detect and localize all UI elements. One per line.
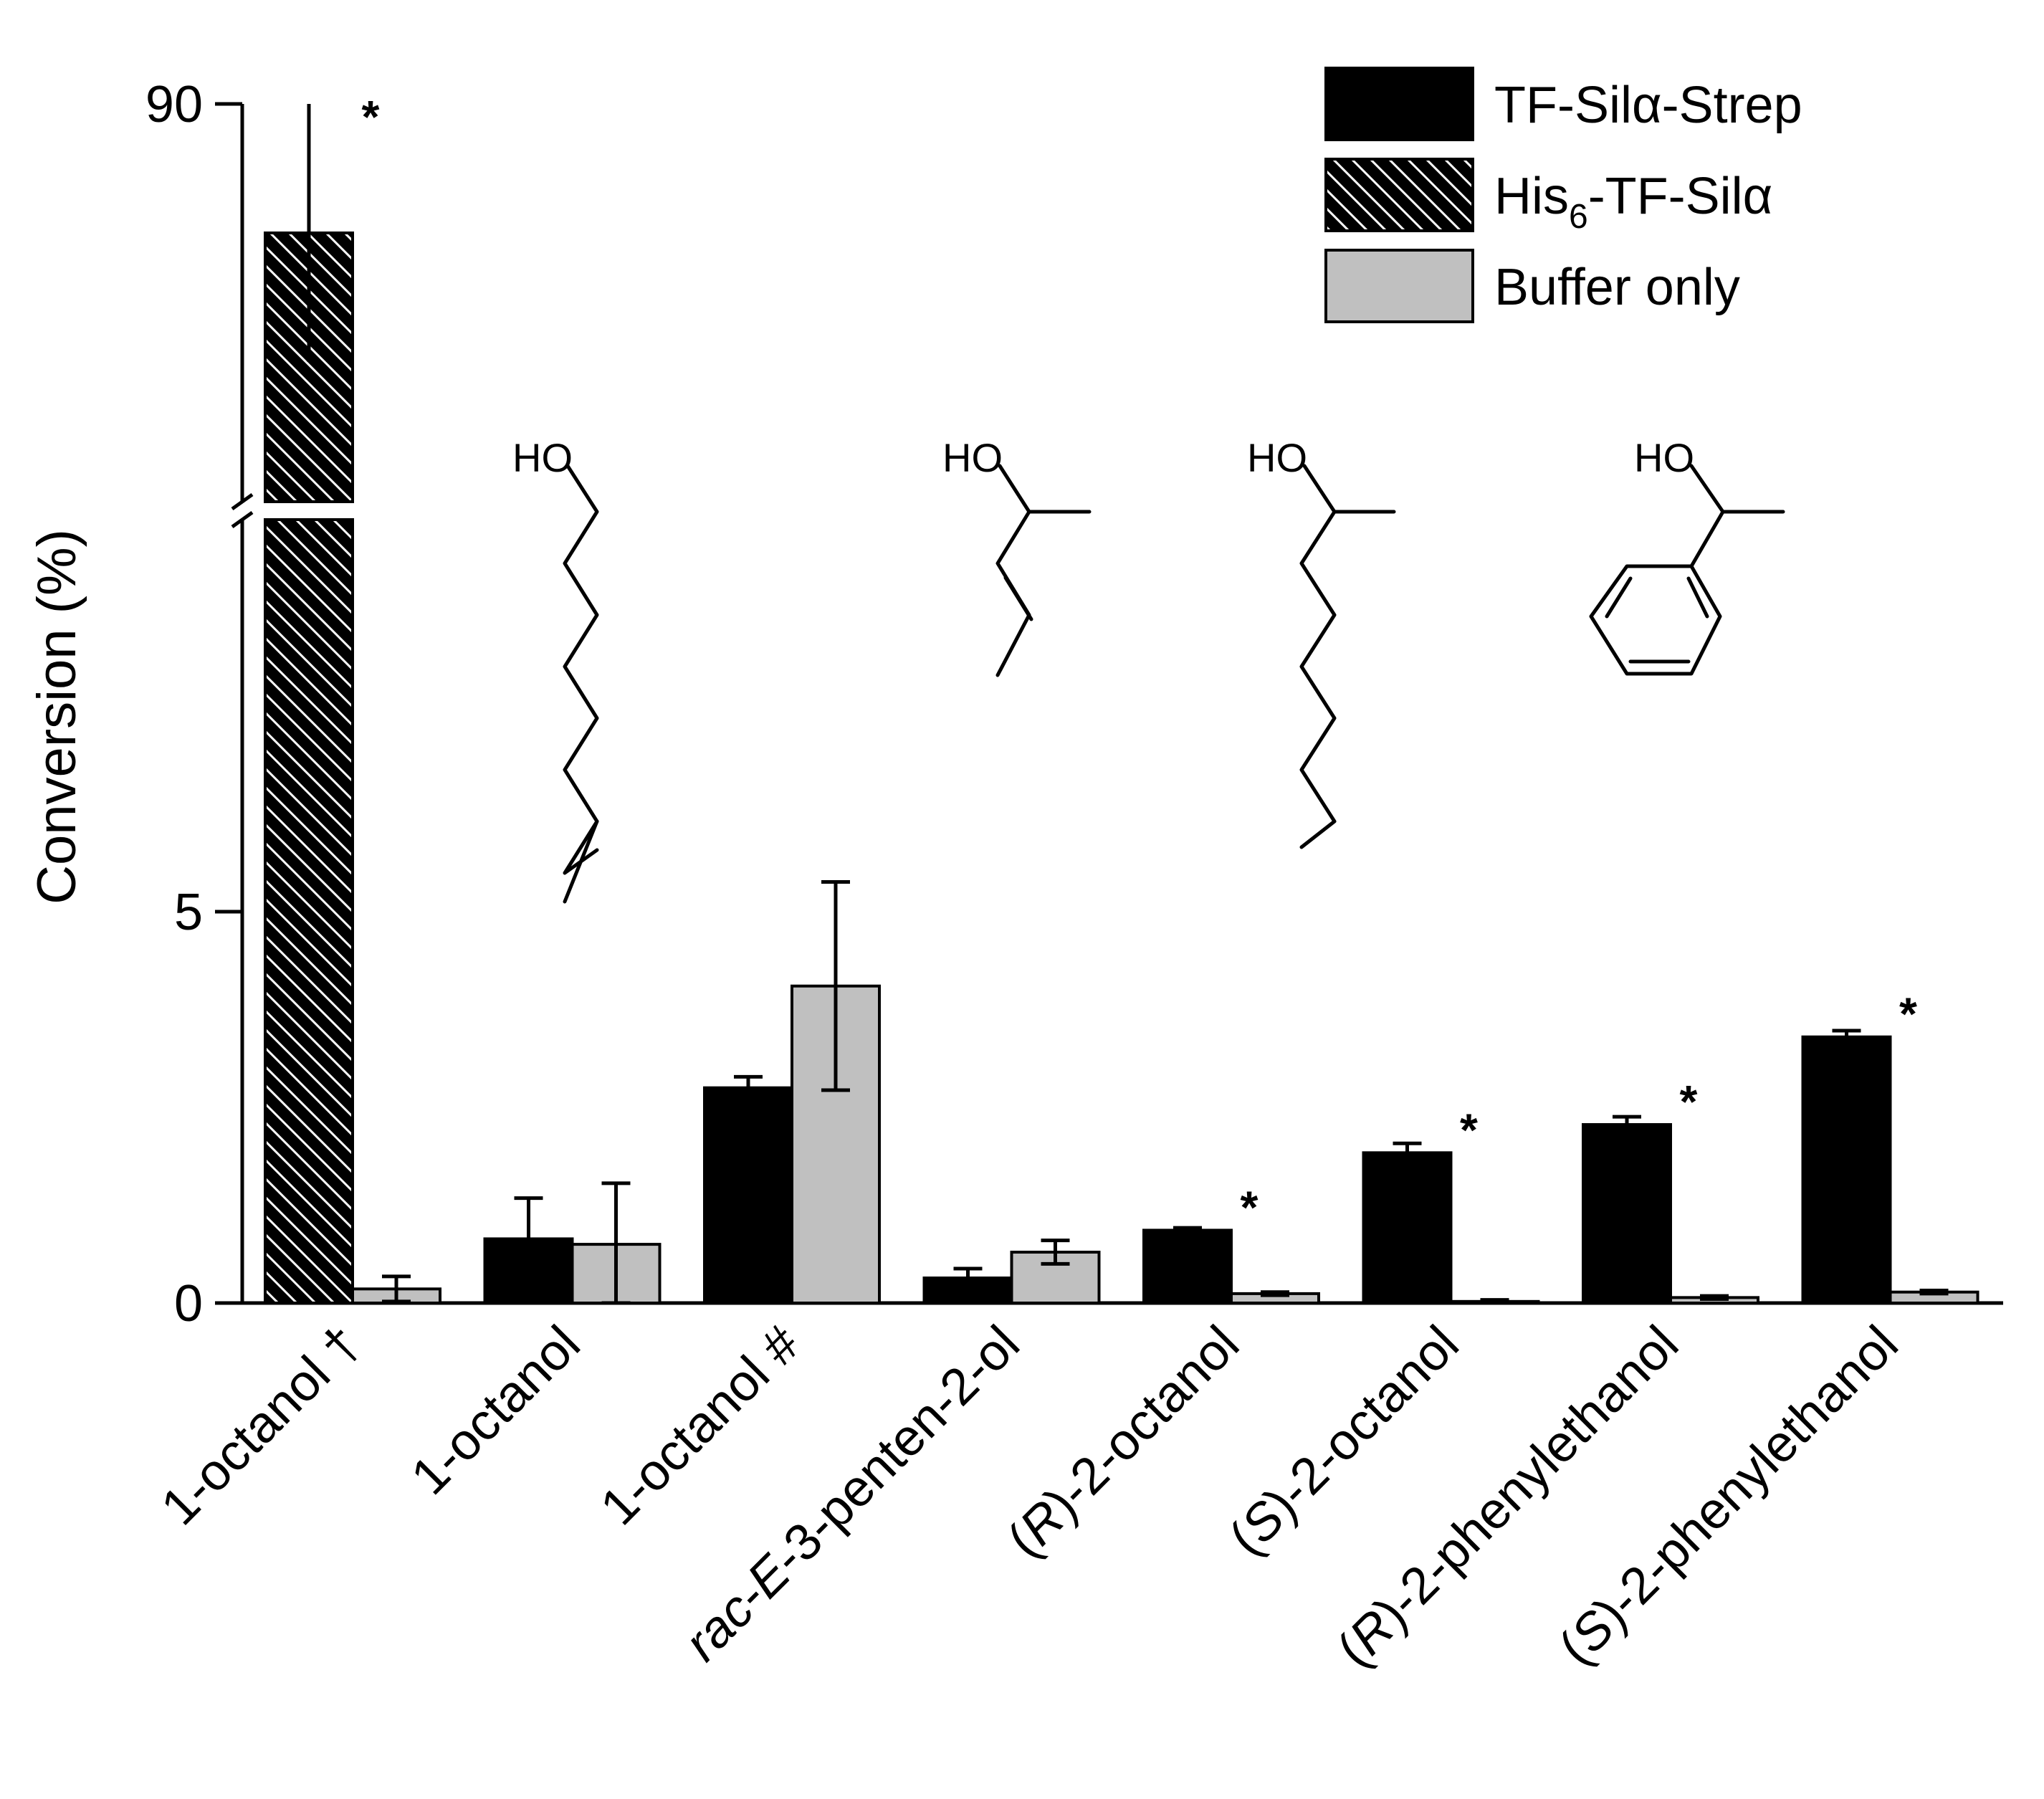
- significance-star: *: [362, 91, 380, 143]
- y-tick-label: 90: [145, 76, 203, 133]
- structure-1-octanol: HO: [512, 435, 599, 904]
- structure-label: HO: [1634, 435, 1694, 480]
- category-label: 1-octanol †: [151, 1315, 371, 1536]
- legend-label: Buffer only: [1494, 259, 1740, 316]
- bar: [1801, 1035, 1892, 1304]
- error-bars-layer: [307, 104, 1949, 1305]
- category-label: 1-octanol: [401, 1315, 591, 1506]
- structure-3-penten-2-ol: HO: [942, 435, 1092, 677]
- bars-layer: [264, 232, 1979, 1305]
- bar: [1142, 1228, 1233, 1304]
- significance-star: *: [1899, 988, 1917, 1040]
- legend-label-part: Buffer only: [1494, 259, 1740, 316]
- bar: [264, 518, 354, 1304]
- category-label-part: 1-octanol: [401, 1315, 591, 1506]
- legend-label-part: -TF-Silα: [1588, 168, 1773, 225]
- legend-label-part: His: [1494, 168, 1569, 225]
- structure-label: HO: [512, 435, 573, 480]
- y-tick-label: 0: [174, 1275, 203, 1332]
- legend-swatch: [1324, 158, 1474, 232]
- legend-label-part: 6: [1569, 198, 1588, 236]
- legend-label-part: TF-Silα-Strep: [1494, 77, 1802, 134]
- structure-2-phenylethanol: HO: [1589, 435, 1785, 676]
- legend-swatch: [1324, 249, 1474, 323]
- bar: [703, 1086, 793, 1304]
- bar: [791, 984, 881, 1304]
- legend-label: TF-Silα-Strep: [1494, 77, 1802, 134]
- y-tick-label: 5: [174, 884, 203, 941]
- category-label: 1-octanol #: [590, 1315, 811, 1536]
- category-label: (R)-2-octanol: [997, 1315, 1251, 1569]
- significance-star: *: [1680, 1076, 1698, 1127]
- bar: [1582, 1123, 1672, 1305]
- category-label-part: )-2-octanol: [1035, 1315, 1250, 1530]
- y-axis-title: Conversion (%): [27, 529, 87, 905]
- significance-layer: * * * * *: [362, 91, 1918, 1233]
- structure-label: HO: [942, 435, 1003, 480]
- category-label-part: 1-octanol #: [590, 1315, 811, 1536]
- category-label-part: 1-octanol †: [151, 1315, 371, 1536]
- bar: [1362, 1151, 1453, 1305]
- legend: TF-Silα-Strep His6-TF-Silα Buffer only: [1324, 67, 1802, 323]
- significance-star: *: [1241, 1181, 1259, 1233]
- structure-2-octanol: HO: [1247, 435, 1396, 849]
- axis-break-mark: [231, 510, 254, 529]
- axis-break-mark: [231, 492, 254, 511]
- category-label: (S)-2-octanol: [1218, 1315, 1470, 1567]
- category-label-part: )-2-octanol: [1255, 1315, 1470, 1530]
- legend-swatch: [1324, 67, 1474, 141]
- structure-label: HO: [1247, 435, 1307, 480]
- legend-label: His6-TF-Silα: [1494, 168, 1772, 236]
- significance-star: *: [1460, 1104, 1478, 1155]
